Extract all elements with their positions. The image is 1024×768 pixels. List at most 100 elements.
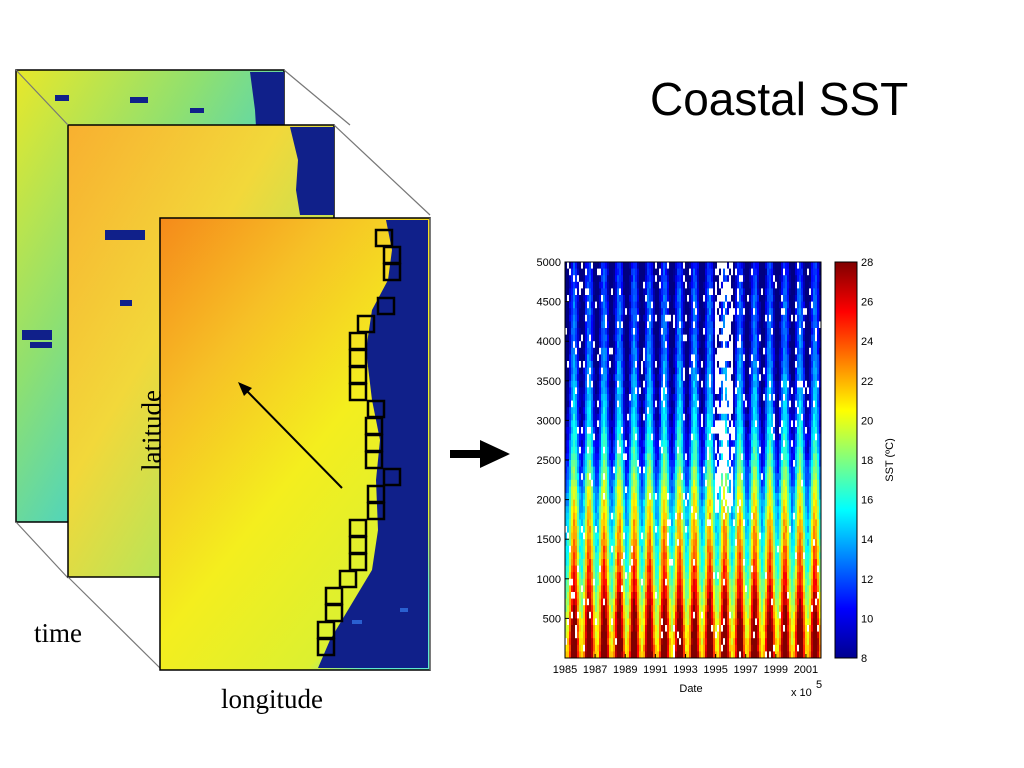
heatmap-cell xyxy=(619,545,622,553)
heatmap-cell xyxy=(723,644,726,652)
heatmap-cell xyxy=(643,578,646,586)
heatmap-cell xyxy=(599,301,602,309)
heatmap-cell xyxy=(719,578,722,586)
heatmap-cell xyxy=(725,545,728,553)
heatmap-cell xyxy=(703,268,706,276)
heatmap-cell xyxy=(729,519,732,527)
heatmap-cell xyxy=(663,611,666,619)
heatmap-cell xyxy=(613,433,616,441)
heatmap-cell xyxy=(711,572,714,580)
heatmap-cell xyxy=(677,380,680,388)
heatmap-cell xyxy=(581,486,584,494)
heatmap-cell xyxy=(631,493,634,501)
heatmap-cell xyxy=(695,321,698,329)
heatmap-cell xyxy=(635,545,638,553)
heatmap-cell xyxy=(717,460,720,468)
heatmap-cell xyxy=(583,321,586,329)
heatmap-cell xyxy=(619,328,622,336)
heatmap-cell xyxy=(651,387,654,395)
heatmap-cell xyxy=(709,598,712,606)
heatmap-cell xyxy=(611,361,614,369)
heatmap-cell xyxy=(623,625,626,633)
heatmap-cell xyxy=(591,644,594,652)
heatmap-cell xyxy=(677,552,680,560)
heatmap-cell xyxy=(645,625,648,633)
heatmap-cell xyxy=(659,328,662,336)
heatmap-cell xyxy=(723,288,726,296)
heatmap-cell xyxy=(689,420,692,428)
heatmap-cell xyxy=(571,262,574,270)
heatmap-cell xyxy=(645,387,648,395)
heatmap-cell xyxy=(609,598,612,606)
heatmap-cell xyxy=(621,288,624,296)
heatmap-cell xyxy=(603,473,606,481)
heatmap-cell xyxy=(661,631,664,639)
heatmap-cell xyxy=(621,545,624,553)
heatmap-cell xyxy=(593,479,596,487)
heatmap-cell xyxy=(647,341,650,349)
heatmap-cell xyxy=(685,413,688,421)
heatmap-cell xyxy=(605,545,608,553)
heatmap-cell xyxy=(651,321,654,329)
heatmap-cell xyxy=(685,347,688,355)
heatmap-cell xyxy=(601,334,604,342)
heatmap-cell xyxy=(633,493,636,501)
heatmap-cell xyxy=(683,314,686,322)
heatmap-cell xyxy=(591,268,594,276)
heatmap-cell xyxy=(665,387,668,395)
heatmap-cell xyxy=(677,585,680,593)
heatmap-cell xyxy=(577,539,580,547)
heatmap-cell xyxy=(643,611,646,619)
heatmap-cell xyxy=(653,559,656,567)
heatmap-cell xyxy=(569,367,572,375)
heatmap-cell xyxy=(729,334,732,342)
heatmap-cell xyxy=(647,427,650,435)
heatmap-cell xyxy=(687,446,690,454)
heatmap-cell xyxy=(619,493,622,501)
heatmap-cell xyxy=(587,262,590,270)
heatmap-cell xyxy=(603,262,606,270)
heatmap-cell xyxy=(601,565,604,573)
heatmap-cell xyxy=(617,446,620,454)
heatmap-cell xyxy=(567,433,570,441)
heatmap-cell xyxy=(577,413,580,421)
heatmap-cell xyxy=(585,519,588,527)
heatmap-cell xyxy=(685,446,688,454)
heatmap-cell xyxy=(665,493,668,501)
heatmap-cell xyxy=(709,526,712,534)
heatmap-cell xyxy=(681,281,684,289)
heatmap-cell xyxy=(595,262,598,270)
heatmap-cell xyxy=(723,638,726,646)
heatmap-cell xyxy=(629,598,632,606)
heatmap-cell xyxy=(645,631,648,639)
heatmap-cell xyxy=(615,427,618,435)
heatmap-cell xyxy=(695,413,698,421)
heatmap-cell xyxy=(639,651,642,658)
heatmap-cell xyxy=(621,446,624,454)
heatmap-cell xyxy=(685,644,688,652)
heatmap-cell xyxy=(585,512,588,520)
heatmap-cell xyxy=(663,301,666,309)
heatmap-cell xyxy=(577,295,580,303)
heatmap-cell xyxy=(573,499,576,507)
heatmap-cell xyxy=(601,427,604,435)
heatmap-cell xyxy=(665,361,668,369)
heatmap-cell xyxy=(581,394,584,402)
heatmap-cell xyxy=(617,499,620,507)
heatmap-cell xyxy=(589,301,592,309)
heatmap-cell xyxy=(649,585,652,593)
heatmap-cell xyxy=(671,651,674,658)
heatmap-cell xyxy=(687,499,690,507)
heatmap-cell xyxy=(713,288,716,296)
heatmap-cell xyxy=(619,651,622,658)
heatmap-cell xyxy=(685,651,688,658)
heatmap-cell xyxy=(667,308,670,316)
heatmap-cell xyxy=(607,440,610,448)
heatmap-cell xyxy=(723,367,726,375)
heatmap-cell xyxy=(651,545,654,553)
heatmap-cell xyxy=(685,572,688,580)
heatmap-cell xyxy=(567,361,570,369)
heatmap-cell xyxy=(627,611,630,619)
heatmap-cell xyxy=(593,486,596,494)
heatmap-cell xyxy=(599,275,602,283)
